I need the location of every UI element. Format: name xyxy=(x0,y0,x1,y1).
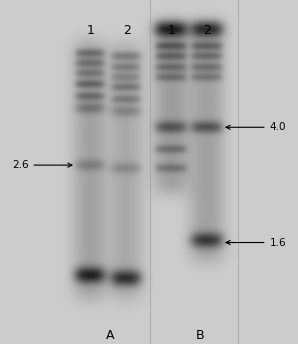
Text: 1: 1 xyxy=(167,24,175,37)
Text: 1: 1 xyxy=(87,24,95,37)
Text: A: A xyxy=(106,329,114,342)
Text: 2: 2 xyxy=(203,24,211,37)
Text: 2.6: 2.6 xyxy=(12,160,72,170)
Text: 4.0: 4.0 xyxy=(226,122,286,132)
Text: 1.6: 1.6 xyxy=(226,237,286,248)
Text: B: B xyxy=(195,329,204,342)
Text: 2: 2 xyxy=(123,24,131,37)
